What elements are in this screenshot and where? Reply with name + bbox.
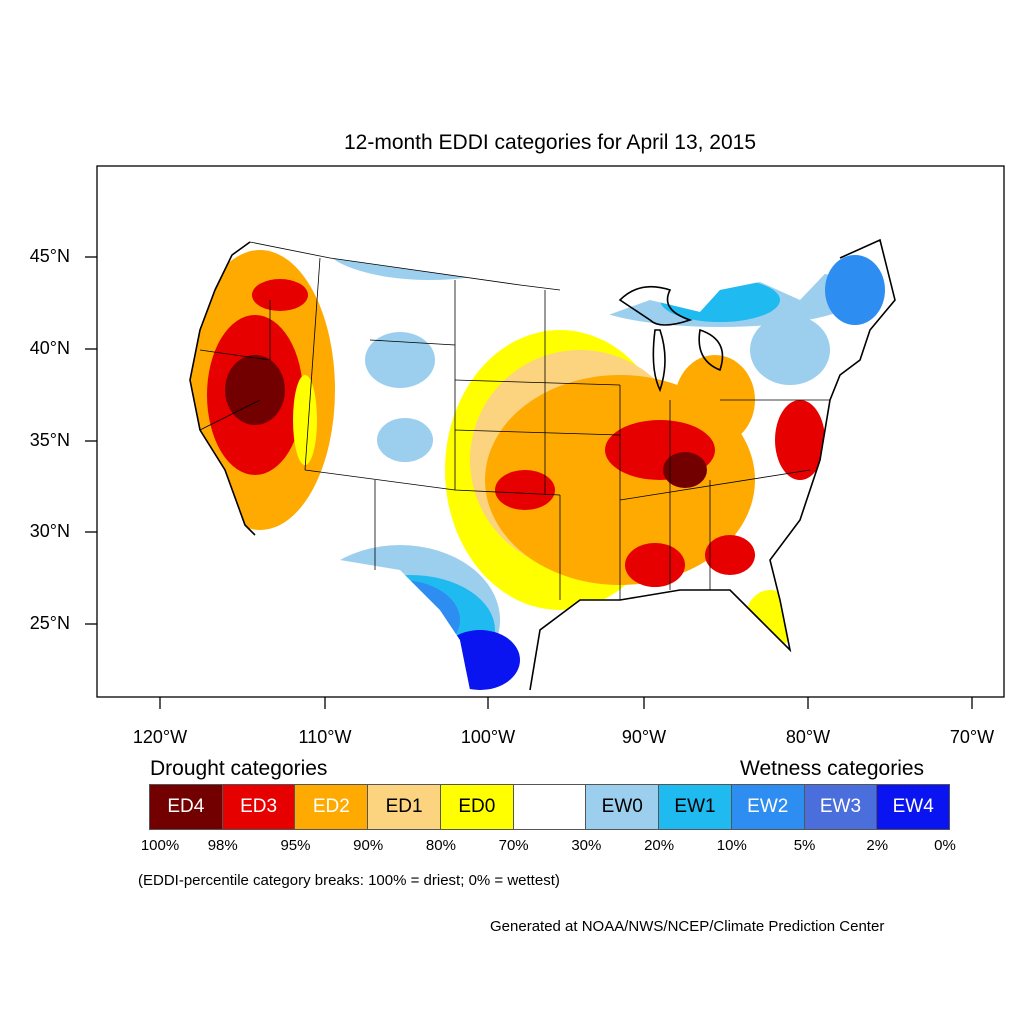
credit-line: Generated at NOAA/NWS/NCEP/Climate Predi… [490,918,885,935]
rockies-wet-ew0 [365,332,435,388]
percentile-break-label: 30% [571,837,602,854]
percentile-break-label: 70% [498,837,529,854]
x-tick-label: 80°W [785,727,831,747]
percentile-break-label: 5% [793,837,816,854]
drought-categories-header: Drought categories [150,757,328,780]
ohio-wet-ew0 [750,315,830,385]
x-tick-label: 90°W [621,727,667,747]
x-tick-label: 100°W [460,727,516,747]
kansas-ed3 [495,470,555,510]
y-tick-label: 40°N [29,338,70,358]
legend-swatch-neutral [512,784,587,830]
legend-swatch-ed1: ED1 [367,784,441,830]
ne-wet-ew2 [825,255,885,325]
legend-swatch-ed2: ED2 [294,784,369,830]
map-frame [96,165,1005,698]
category-breaks-note: (EDDI-percentile category breaks: 100% =… [138,872,560,889]
percentile-break-label: 2% [866,837,889,854]
x-tick-label: 110°W [298,727,352,747]
percentile-break-label: 0% [934,837,956,854]
percentile-break-label: 95% [280,837,311,854]
percentile-break-label: 100% [140,837,180,854]
wetness-categories-header: Wetness categories [740,757,925,780]
legend-swatch-ed3: ED3 [221,784,296,830]
y-tick-label: 35°N [29,430,70,450]
legend-swatch-ew0: EW0 [585,784,660,830]
percentile-break-label: 98% [207,837,238,854]
percentile-break-label: 10% [716,837,747,854]
y-tick-label: 25°N [29,613,70,633]
colorado-wet-ew0 [377,418,433,462]
legend-swatch-ew2: EW2 [730,784,805,830]
basin-ed0 [293,375,317,465]
midwest-ed2 [675,355,755,445]
legend-swatch-ew4: EW4 [876,784,951,830]
percentile-break-label: 20% [644,837,675,854]
x-tick-label: 120°W [132,727,188,747]
y-tick-label: 30°N [29,521,70,541]
legend-swatch-ed0: ED0 [439,784,514,830]
percentile-break-label: 80% [425,837,456,854]
legend-swatch-ew3: EW3 [803,784,878,830]
category-legend: ED4 ED3 ED2 ED1 ED0 EW0 EW1 EW2 EW3 EW4 [149,784,951,830]
y-tick-label: 45°N [29,246,70,266]
map-plot-area [97,166,1004,697]
x-tick-label: 70°W [949,727,995,747]
west-drought-ed4 [225,355,285,425]
percentile-break-label: 90% [353,837,384,854]
northwest-ed3 [252,279,308,311]
georgia-ed3 [705,535,755,575]
axis-ticks [85,256,973,709]
state-borders [199,241,830,600]
va-ed3 [775,400,825,480]
gulf-ed3 [625,543,685,587]
legend-swatch-ed4: ED4 [149,784,223,830]
legend-swatch-ew1: EW1 [658,784,732,830]
map-title: 12-month EDDI categories for April 13, 2… [343,131,757,154]
kentucky-ed4 [663,452,707,488]
